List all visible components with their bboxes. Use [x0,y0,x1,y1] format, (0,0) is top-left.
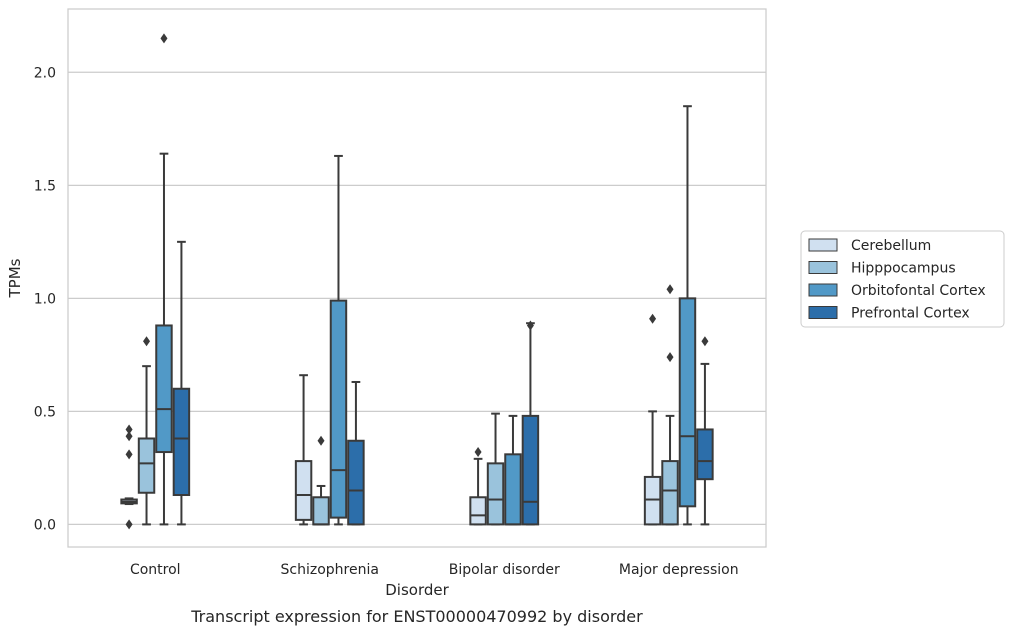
box [486,462,505,526]
box [643,475,662,526]
outlier-point [125,449,133,460]
legend-swatch [808,261,838,274]
box-0-3 [172,240,191,526]
y-tick-label: 1.0 [34,291,56,307]
x-tick-label: Control [130,562,181,578]
x-tick-label: Bipolar disorder [449,562,560,578]
outlier-point [125,424,133,435]
box-0-0 [120,424,138,530]
box [696,428,714,481]
box [661,460,679,526]
legend-frame [800,230,1005,328]
box-groups [120,33,714,530]
box [469,496,487,526]
box-2-0 [469,447,487,526]
legend-label: Prefrontal Cortex [851,306,970,322]
box-3-3 [696,336,714,526]
y-tick-label: 1.5 [34,178,56,194]
outlier-point [666,284,674,295]
box [172,387,191,497]
outlier-point [317,435,325,446]
y-tick-label: 0.0 [34,517,56,533]
outlier-point [526,320,534,331]
outlier-point [666,352,674,363]
y-ticks: 0.0 0.5 1.0 1.5 2.0 [34,65,56,533]
outlier-point [701,336,709,347]
box-3-0 [643,313,662,526]
box-1-3 [347,380,365,526]
box-0-2 [155,33,173,526]
box-2-3 [521,320,540,526]
y-tick-label: 0.5 [34,404,56,420]
y-tick-label: 2.0 [34,65,56,81]
box-1-2 [329,154,348,526]
plot-frame [67,8,767,548]
outlier-point [160,33,168,44]
box-2-2 [504,414,522,526]
x-ticks: Control Schizophrenia Bipolar disorder Majo… [130,562,739,578]
box [137,437,156,494]
x-tick-label: Schizophrenia [281,562,379,578]
legend-label: Hipppocampus [851,261,956,277]
legend-label: Orbitofontal Cortex [851,283,986,299]
box [347,439,365,526]
box-2-1 [486,412,505,526]
gridlines [68,71,766,526]
box [504,453,522,526]
legend-swatch [808,306,838,319]
box-0-1 [137,336,156,526]
box-1-0 [294,374,313,526]
box-3-1 [661,284,679,526]
legend-swatch [808,283,838,297]
box [312,496,330,526]
outlier-point [649,313,657,324]
y-axis-label: TPMs [6,258,24,298]
box [521,414,540,526]
box-3-2 [678,105,697,526]
box [155,324,173,454]
outlier-point [125,431,133,442]
box-1-1 [312,435,330,526]
box [294,460,313,521]
outlier-point [125,519,133,530]
outlier-point [143,336,151,347]
legend-swatch [808,238,838,252]
chart-caption: Transcript expression for ENST0000047099… [190,607,643,626]
box [329,299,348,519]
outlier-point [474,447,482,458]
box [678,297,697,508]
x-axis-label: Disorder [385,581,449,599]
legend: Cerebellum Hipppocampus Orbitofontal Corte… [800,230,1005,328]
x-tick-label: Major depression [619,562,739,578]
legend-label: Cerebellum [851,238,931,254]
